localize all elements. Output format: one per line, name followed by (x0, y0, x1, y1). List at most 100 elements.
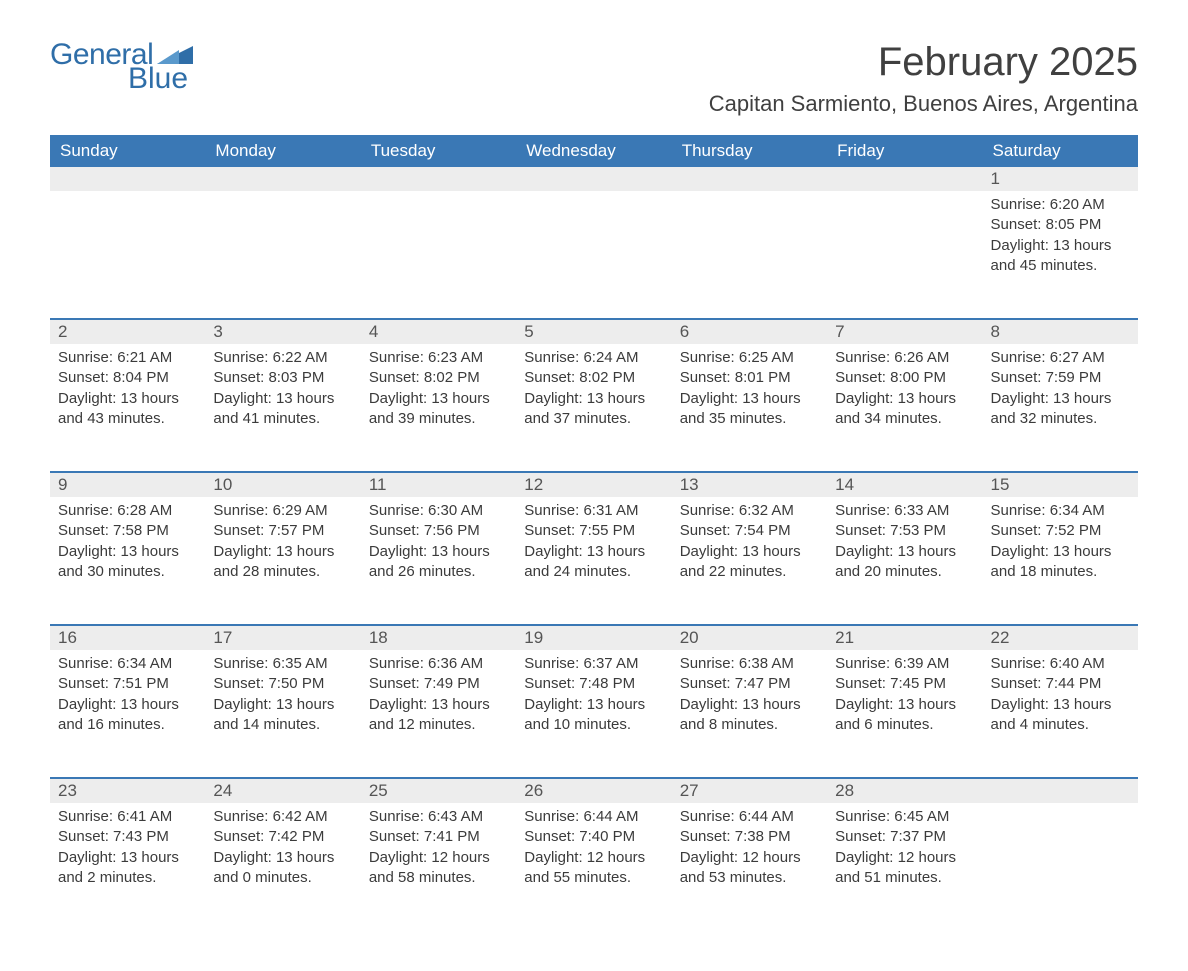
day2-line: and 2 minutes. (58, 868, 197, 888)
day1-line: Daylight: 13 hours (58, 848, 197, 868)
day-cell: Sunrise: 6:44 AMSunset: 7:40 PMDaylight:… (516, 803, 671, 931)
day1-line: Daylight: 13 hours (835, 542, 974, 562)
day1-line: Daylight: 13 hours (991, 389, 1130, 409)
day1-line: Daylight: 13 hours (524, 542, 663, 562)
week-content-row: Sunrise: 6:28 AMSunset: 7:58 PMDaylight:… (50, 497, 1138, 625)
day-cell (50, 191, 205, 319)
day1-line: Daylight: 13 hours (213, 695, 352, 715)
day2-line: and 45 minutes. (991, 256, 1130, 276)
day2-line: and 43 minutes. (58, 409, 197, 429)
day-number-cell: 1 (983, 167, 1138, 191)
day1-line: Daylight: 12 hours (369, 848, 508, 868)
day-cell: Sunrise: 6:42 AMSunset: 7:42 PMDaylight:… (205, 803, 360, 931)
day1-line: Daylight: 13 hours (369, 695, 508, 715)
week-daynum-row: 16171819202122 (50, 625, 1138, 650)
day-cell: Sunrise: 6:20 AMSunset: 8:05 PMDaylight:… (983, 191, 1138, 319)
sunset-line: Sunset: 7:38 PM (680, 827, 819, 847)
day-number-cell: 28 (827, 778, 982, 803)
day-content: Sunrise: 6:43 AMSunset: 7:41 PMDaylight:… (361, 803, 516, 902)
sunset-line: Sunset: 7:41 PM (369, 827, 508, 847)
day-number-cell: 8 (983, 319, 1138, 344)
sunset-line: Sunset: 7:43 PM (58, 827, 197, 847)
day-header: Wednesday (516, 135, 671, 167)
day1-line: Daylight: 13 hours (58, 542, 197, 562)
day-number-cell: 11 (361, 472, 516, 497)
day-cell: Sunrise: 6:34 AMSunset: 7:51 PMDaylight:… (50, 650, 205, 778)
day1-line: Daylight: 13 hours (835, 389, 974, 409)
sunset-line: Sunset: 8:02 PM (369, 368, 508, 388)
sunset-line: Sunset: 8:02 PM (524, 368, 663, 388)
day2-line: and 4 minutes. (991, 715, 1130, 735)
sunrise-line: Sunrise: 6:37 AM (524, 654, 663, 674)
sunrise-line: Sunrise: 6:34 AM (991, 501, 1130, 521)
day-number-cell (827, 167, 982, 191)
day-content: Sunrise: 6:23 AMSunset: 8:02 PMDaylight:… (361, 344, 516, 443)
day-number-cell: 10 (205, 472, 360, 497)
day-number-cell: 7 (827, 319, 982, 344)
day-number-cell: 19 (516, 625, 671, 650)
day-cell (827, 191, 982, 319)
day-header: Saturday (983, 135, 1138, 167)
day1-line: Daylight: 13 hours (213, 542, 352, 562)
day-cell: Sunrise: 6:27 AMSunset: 7:59 PMDaylight:… (983, 344, 1138, 472)
day-number-cell: 2 (50, 319, 205, 344)
day-number-cell: 20 (672, 625, 827, 650)
day-content: Sunrise: 6:44 AMSunset: 7:40 PMDaylight:… (516, 803, 671, 902)
day-cell: Sunrise: 6:38 AMSunset: 7:47 PMDaylight:… (672, 650, 827, 778)
day-number-cell: 12 (516, 472, 671, 497)
sunset-line: Sunset: 7:53 PM (835, 521, 974, 541)
sunset-line: Sunset: 7:50 PM (213, 674, 352, 694)
day-number-cell: 21 (827, 625, 982, 650)
day-cell: Sunrise: 6:32 AMSunset: 7:54 PMDaylight:… (672, 497, 827, 625)
sunrise-line: Sunrise: 6:27 AM (991, 348, 1130, 368)
day1-line: Daylight: 13 hours (58, 695, 197, 715)
sunrise-line: Sunrise: 6:41 AM (58, 807, 197, 827)
day-cell (983, 803, 1138, 931)
day2-line: and 12 minutes. (369, 715, 508, 735)
sunrise-line: Sunrise: 6:25 AM (680, 348, 819, 368)
sunset-line: Sunset: 7:51 PM (58, 674, 197, 694)
page-header: General Blue February 2025 Capitan Sarmi… (50, 40, 1138, 117)
sunrise-line: Sunrise: 6:22 AM (213, 348, 352, 368)
day-number-cell: 13 (672, 472, 827, 497)
day1-line: Daylight: 13 hours (991, 236, 1130, 256)
day-number-cell: 6 (672, 319, 827, 344)
month-title: February 2025 (709, 40, 1138, 85)
title-block: February 2025 Capitan Sarmiento, Buenos … (709, 40, 1138, 117)
day-header: Monday (205, 135, 360, 167)
day-header-row: Sunday Monday Tuesday Wednesday Thursday… (50, 135, 1138, 167)
day-number-cell: 25 (361, 778, 516, 803)
day1-line: Daylight: 13 hours (835, 695, 974, 715)
location-subtitle: Capitan Sarmiento, Buenos Aires, Argenti… (709, 91, 1138, 117)
day2-line: and 20 minutes. (835, 562, 974, 582)
day1-line: Daylight: 13 hours (680, 389, 819, 409)
day2-line: and 41 minutes. (213, 409, 352, 429)
day-content: Sunrise: 6:28 AMSunset: 7:58 PMDaylight:… (50, 497, 205, 596)
day1-line: Daylight: 12 hours (524, 848, 663, 868)
sunrise-line: Sunrise: 6:39 AM (835, 654, 974, 674)
week-content-row: Sunrise: 6:20 AMSunset: 8:05 PMDaylight:… (50, 191, 1138, 319)
day-number-cell: 14 (827, 472, 982, 497)
sunrise-line: Sunrise: 6:45 AM (835, 807, 974, 827)
logo: General Blue (50, 40, 193, 94)
sunrise-line: Sunrise: 6:24 AM (524, 348, 663, 368)
day2-line: and 24 minutes. (524, 562, 663, 582)
sunset-line: Sunset: 8:04 PM (58, 368, 197, 388)
day2-line: and 18 minutes. (991, 562, 1130, 582)
day-cell: Sunrise: 6:37 AMSunset: 7:48 PMDaylight:… (516, 650, 671, 778)
day-cell: Sunrise: 6:28 AMSunset: 7:58 PMDaylight:… (50, 497, 205, 625)
day1-line: Daylight: 13 hours (213, 389, 352, 409)
sunrise-line: Sunrise: 6:36 AM (369, 654, 508, 674)
day-number-cell: 15 (983, 472, 1138, 497)
sunset-line: Sunset: 7:57 PM (213, 521, 352, 541)
day-cell: Sunrise: 6:40 AMSunset: 7:44 PMDaylight:… (983, 650, 1138, 778)
day-cell: Sunrise: 6:30 AMSunset: 7:56 PMDaylight:… (361, 497, 516, 625)
sunrise-line: Sunrise: 6:42 AM (213, 807, 352, 827)
day-content: Sunrise: 6:24 AMSunset: 8:02 PMDaylight:… (516, 344, 671, 443)
day-cell (672, 191, 827, 319)
day2-line: and 34 minutes. (835, 409, 974, 429)
sunrise-line: Sunrise: 6:21 AM (58, 348, 197, 368)
day-number-cell (361, 167, 516, 191)
sunrise-line: Sunrise: 6:33 AM (835, 501, 974, 521)
day-content: Sunrise: 6:30 AMSunset: 7:56 PMDaylight:… (361, 497, 516, 596)
